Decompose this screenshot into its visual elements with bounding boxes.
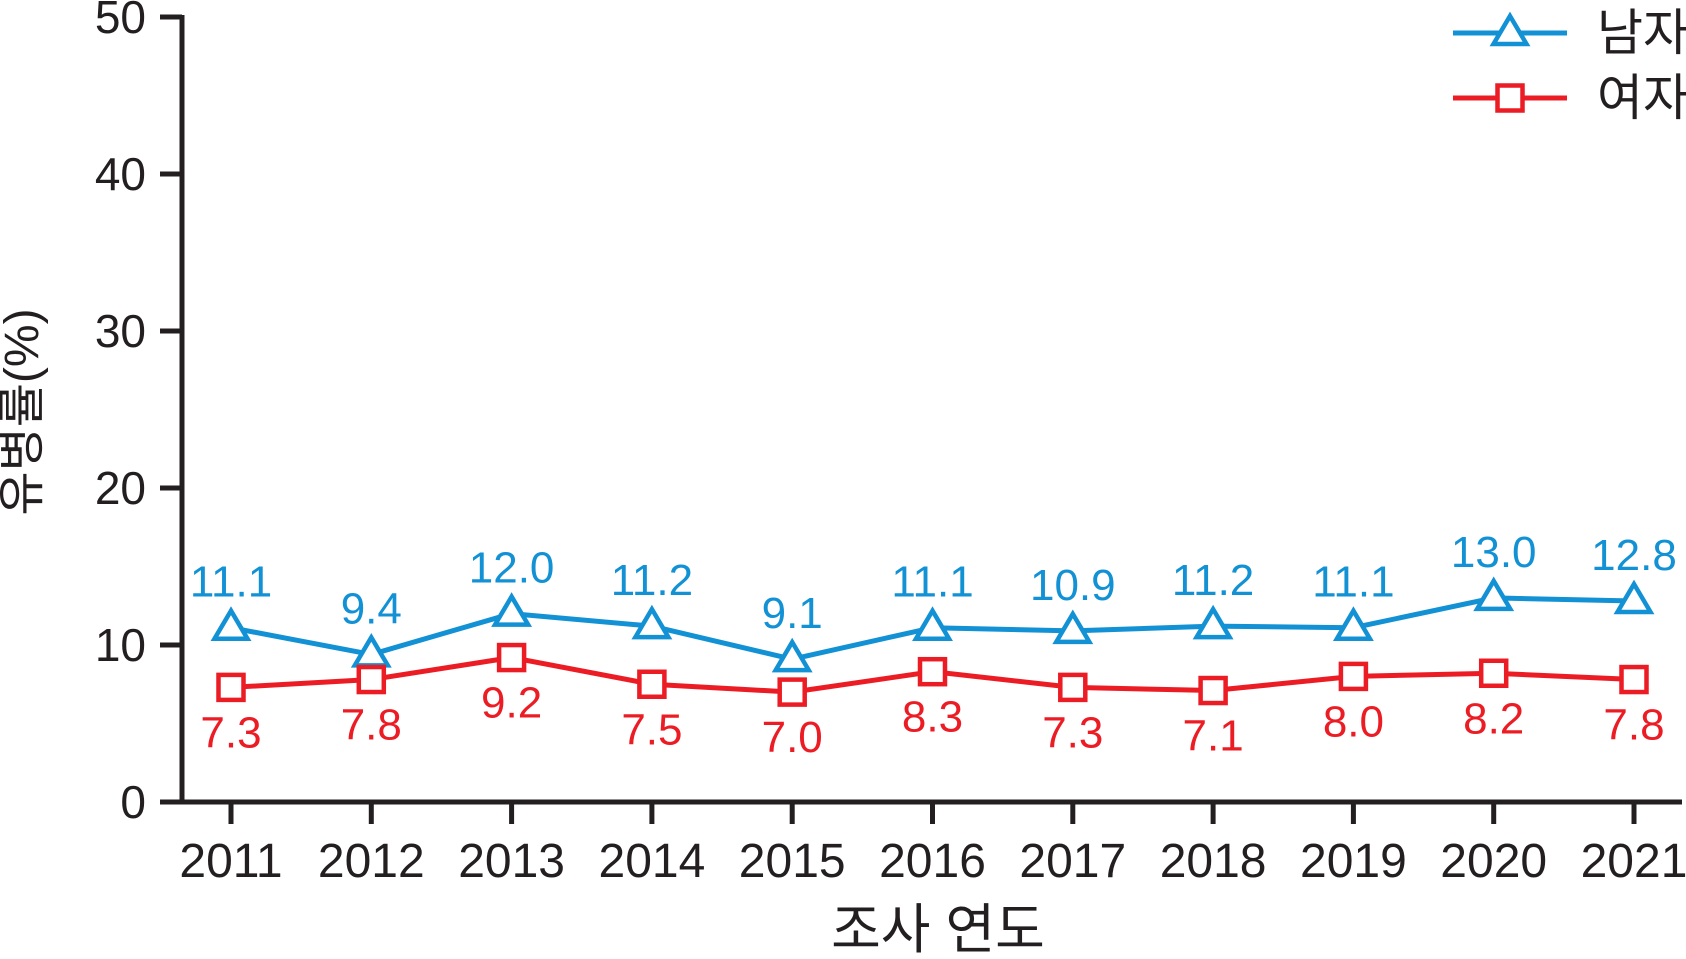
x-axis-title: 조사 연도 xyxy=(831,900,1045,959)
male-data-label: 10.9 xyxy=(1030,561,1116,610)
male-series-marker xyxy=(1192,604,1234,640)
male-data-label: 11.1 xyxy=(1312,558,1394,607)
male-data-label: 12.8 xyxy=(1591,531,1677,580)
male-series-marker xyxy=(631,604,673,640)
y-tick-label: 10 xyxy=(95,619,146,671)
x-tick-label: 2017 xyxy=(1019,835,1126,888)
male-series-marker xyxy=(210,606,252,641)
male-series-marker xyxy=(491,592,533,627)
y-axis-title: 유병률(%) xyxy=(0,308,49,515)
x-tick-label: 2015 xyxy=(739,835,846,888)
x-tick-label: 2013 xyxy=(458,835,565,888)
female-series-marker xyxy=(777,677,807,707)
male-data-label: 11.1 xyxy=(190,558,272,607)
legend-female-label: 여자 xyxy=(1597,70,1686,126)
x-tick-label: 2016 xyxy=(879,835,986,888)
female-series-marker xyxy=(1619,664,1649,695)
male-data-label: 12.0 xyxy=(469,544,555,593)
female-series-marker xyxy=(356,664,387,695)
female-series-marker xyxy=(496,642,527,673)
female-data-label: 7.8 xyxy=(341,701,402,750)
female-data-label: 8.3 xyxy=(902,693,963,742)
x-tick-label: 2021 xyxy=(1581,835,1686,888)
y-tick-label: 20 xyxy=(95,462,146,514)
male-series-marker xyxy=(912,606,953,641)
y-tick-label: 30 xyxy=(95,305,146,357)
female-data-label: 8.2 xyxy=(1463,694,1524,743)
male-series-marker xyxy=(1613,579,1655,615)
male-series-marker xyxy=(1332,606,1374,641)
x-tick-label: 2019 xyxy=(1300,835,1407,888)
legend-female-marker xyxy=(1495,83,1525,113)
male-data-label: 11.1 xyxy=(891,558,973,607)
female-data-label: 7.3 xyxy=(1042,708,1103,757)
y-tick-label: 50 xyxy=(95,0,146,43)
male-series-marker xyxy=(1052,609,1094,645)
x-tick-label: 2020 xyxy=(1440,835,1547,888)
x-tick-label: 2014 xyxy=(599,835,706,888)
female-series-marker xyxy=(1198,675,1228,706)
female-series-marker xyxy=(1478,658,1509,689)
y-tick-label: 0 xyxy=(120,776,146,828)
male-data-label: 9.4 xyxy=(341,584,402,633)
male-data-label: 9.1 xyxy=(762,589,823,638)
male-data-label: 11.2 xyxy=(611,556,693,605)
legend-male-marker xyxy=(1489,11,1531,47)
male-data-label: 11.2 xyxy=(1172,556,1254,605)
male-series-marker xyxy=(1473,576,1515,612)
female-data-label: 7.3 xyxy=(200,708,261,757)
female-data-label: 8.0 xyxy=(1323,697,1384,746)
male-series-marker xyxy=(771,637,813,673)
female-series-marker xyxy=(637,669,667,699)
y-tick-label: 40 xyxy=(95,148,146,200)
female-series-marker xyxy=(917,656,948,687)
female-data-label: 7.5 xyxy=(621,705,682,754)
female-series-marker xyxy=(1338,661,1369,692)
female-data-label: 7.8 xyxy=(1603,701,1664,750)
x-tick-label: 2018 xyxy=(1160,835,1267,888)
female-data-label: 7.0 xyxy=(762,713,823,762)
legend-male-label: 남자 xyxy=(1597,5,1686,61)
male-data-label: 13.0 xyxy=(1451,528,1537,577)
female-series-marker xyxy=(1058,672,1088,703)
female-series-marker xyxy=(216,672,246,703)
x-tick-label: 2011 xyxy=(179,835,282,888)
x-tick-label: 2012 xyxy=(318,835,425,888)
female-data-label: 7.1 xyxy=(1183,712,1244,761)
female-data-label: 9.2 xyxy=(481,679,542,728)
